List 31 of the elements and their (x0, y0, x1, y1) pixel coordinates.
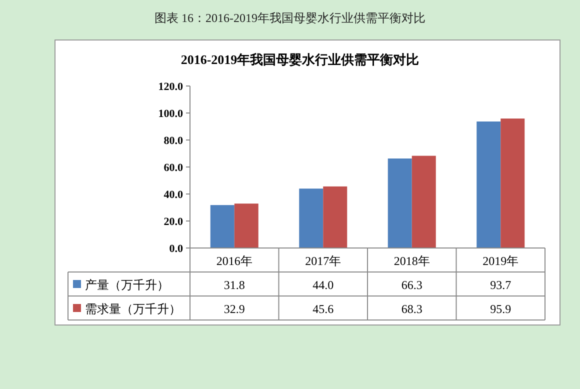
y-tick-label: 0.0 (169, 243, 184, 255)
chart-subtitle: 2016-2019年我国母婴水行业供需平衡对比 (180, 52, 420, 67)
data-label: 32.9 (224, 302, 245, 316)
bar (210, 205, 234, 248)
legend-label: 产量（万千升） (85, 278, 169, 292)
x-tick-label: 2017年 (305, 254, 342, 268)
y-tick-label: 60.0 (164, 162, 184, 174)
data-label: 44.0 (312, 278, 334, 292)
x-tick-label: 2018年 (394, 254, 430, 268)
y-tick-label: 100.0 (158, 108, 184, 120)
chart-title: 图表 16：2016-2019年我国母婴水行业供需平衡对比 (154, 11, 426, 25)
bar (500, 118, 525, 248)
y-tick-label: 80.0 (164, 135, 184, 147)
data-label: 93.7 (490, 278, 512, 292)
y-tick-label: 20.0 (164, 216, 184, 228)
x-tick-label: 2019年 (482, 254, 519, 268)
bar (412, 156, 436, 248)
data-label: 66.3 (401, 278, 422, 292)
x-tick-label: 2016年 (216, 254, 252, 268)
bar (299, 188, 324, 248)
data-label: 31.8 (224, 278, 245, 292)
data-label: 95.9 (490, 302, 512, 316)
data-label: 68.3 (401, 302, 422, 316)
bar (476, 122, 501, 248)
bar (234, 204, 258, 248)
bar (388, 158, 412, 248)
y-tick-label: 40.0 (164, 189, 184, 201)
data-label: 45.6 (312, 302, 334, 316)
y-tick-label: 120.0 (158, 81, 184, 93)
bar (323, 186, 348, 248)
legend-label: 需求量（万千升） (85, 302, 181, 316)
